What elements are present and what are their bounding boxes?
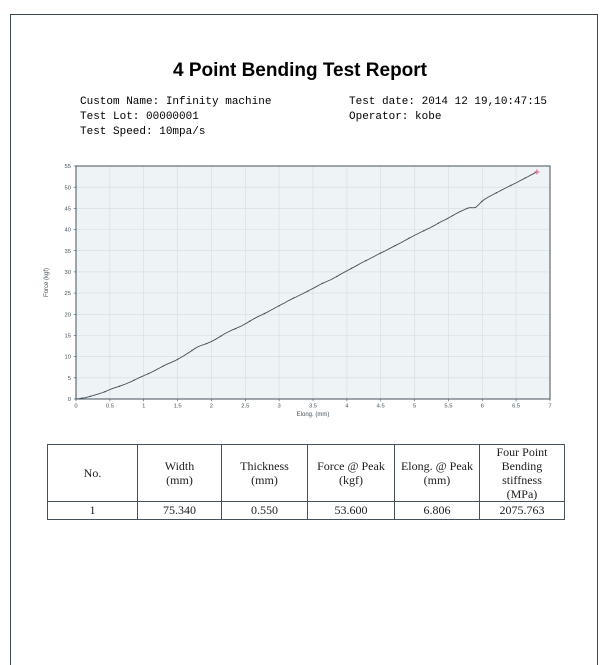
- svg-text:1.5: 1.5: [174, 404, 182, 410]
- svg-text:3.5: 3.5: [309, 404, 317, 410]
- svg-text:15: 15: [65, 334, 71, 340]
- svg-text:10: 10: [65, 355, 71, 361]
- svg-text:40: 40: [65, 228, 71, 234]
- svg-text:Elong. (mm): Elong. (mm): [297, 412, 330, 418]
- svg-text:30: 30: [65, 270, 71, 276]
- svg-text:0: 0: [74, 404, 77, 410]
- svg-text:7: 7: [548, 404, 551, 410]
- svg-text:25: 25: [65, 291, 71, 297]
- svg-text:45: 45: [65, 207, 71, 213]
- svg-text:5: 5: [413, 404, 416, 410]
- svg-text:50: 50: [65, 185, 71, 191]
- svg-text:0.5: 0.5: [106, 404, 114, 410]
- svg-text:6: 6: [481, 404, 484, 410]
- svg-text:1: 1: [142, 404, 145, 410]
- svg-text:5: 5: [68, 376, 71, 382]
- svg-text:4: 4: [345, 404, 349, 410]
- svg-text:Force (kgf): Force (kgf): [44, 268, 50, 297]
- svg-text:3: 3: [277, 404, 280, 410]
- svg-text:2: 2: [210, 404, 213, 410]
- svg-text:5.5: 5.5: [444, 404, 452, 410]
- svg-text:20: 20: [65, 312, 71, 318]
- svg-text:0: 0: [68, 397, 71, 403]
- svg-text:2.5: 2.5: [241, 404, 249, 410]
- svg-text:4.5: 4.5: [377, 404, 385, 410]
- svg-text:35: 35: [65, 249, 71, 255]
- svg-text:6.5: 6.5: [512, 404, 520, 410]
- svg-text:55: 55: [65, 164, 71, 170]
